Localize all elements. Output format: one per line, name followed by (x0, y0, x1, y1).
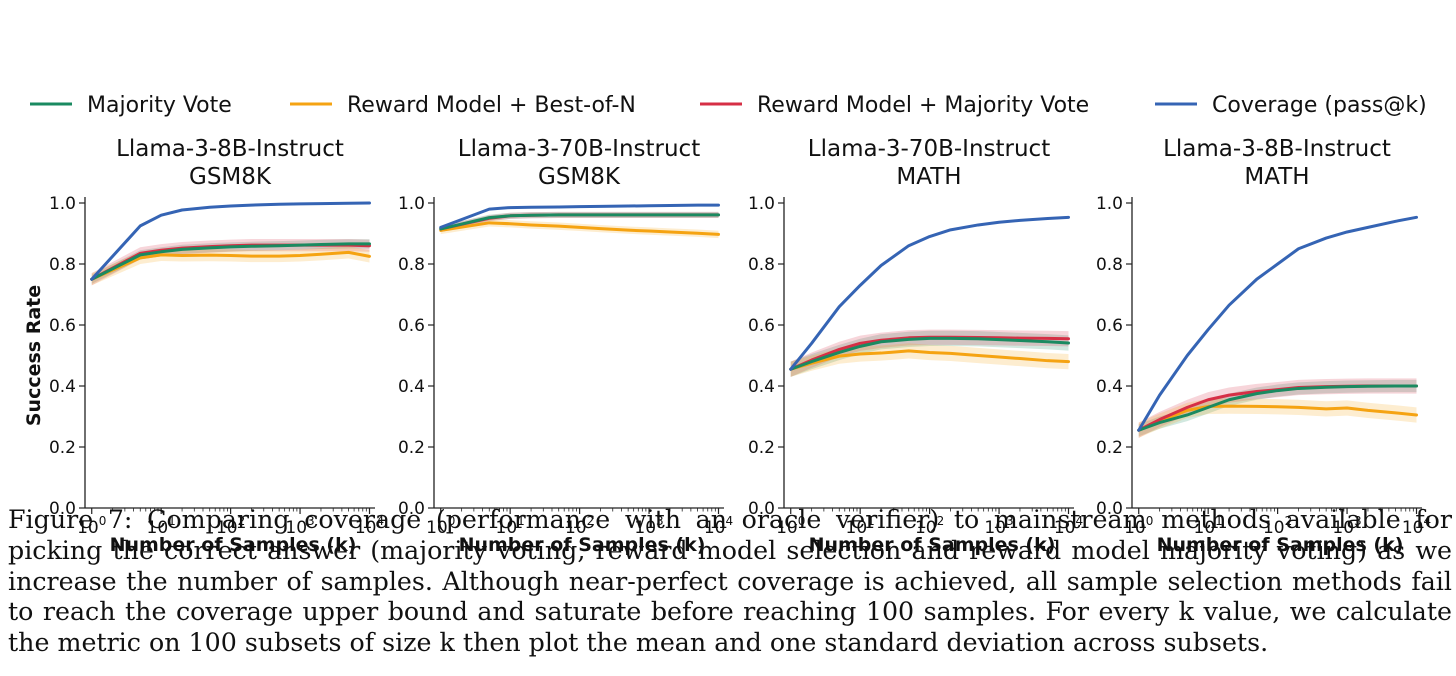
x-tick-label: 103 (285, 514, 314, 538)
legend-item-majority-vote: Majority Vote (30, 93, 232, 118)
x-tick-label: 100 (426, 514, 455, 538)
y-tick-label: 0.4 (398, 377, 425, 397)
x-tick-label: 100 (1124, 514, 1153, 538)
legend-label: Reward Model + Majority Vote (757, 93, 1089, 118)
series-line-reward-model-best-of-n (1137, 404, 1419, 432)
chart-title: Llama-3-8B-Instruct (1163, 136, 1391, 162)
chart-title: GSM8K (538, 164, 621, 190)
x-tick-label: 103 (984, 514, 1013, 538)
x-axis-label: Number of Samples (k) (809, 534, 1056, 556)
x-tick-label: 101 (1194, 514, 1223, 538)
legend-label: Majority Vote (87, 93, 232, 118)
y-tick-label: 0.6 (49, 316, 76, 336)
chart-title: MATH (896, 164, 961, 190)
legend: Majority Vote Reward Model + Best-of-N Rew… (30, 93, 1427, 118)
y-axis-label: Success Rate (23, 285, 45, 426)
series-line-coverage-pass-k (439, 203, 721, 229)
y-tick-label: 1.0 (1096, 194, 1123, 214)
legend-label: Reward Model + Best-of-N (347, 93, 636, 118)
y-tick-label: 0.8 (49, 255, 76, 275)
x-tick-label: 103 (634, 514, 663, 538)
legend-item-reward-model-majority-vote: Reward Model + Majority Vote (700, 93, 1089, 118)
x-tick-label: 104 (1402, 514, 1431, 538)
y-tick-label: 0.8 (1096, 255, 1123, 275)
y-tick-label: 0.0 (748, 499, 775, 519)
series-line-coverage-pass-k (789, 215, 1071, 371)
chart-title: Llama-3-70B-Instruct (458, 136, 700, 162)
x-axis-label: Number of Samples (k) (1157, 534, 1404, 556)
x-tick-label: 101 (846, 514, 875, 538)
x-tick-label: 102 (915, 514, 944, 538)
series-line-coverage-pass-k (90, 201, 372, 281)
x-axis-label: Number of Samples (k) (110, 534, 357, 556)
x-tick-label: 102 (216, 514, 245, 538)
x-tick-label: 102 (1263, 514, 1292, 538)
chart-title: Llama-3-70B-Instruct (808, 136, 1050, 162)
series-line-majority-vote (90, 242, 372, 281)
series-line-reward-model-best-of-n (439, 221, 721, 236)
x-tick-label: 101 (496, 514, 525, 538)
y-tick-label: 0.8 (748, 255, 775, 275)
band-reward-model-best-of-n (790, 343, 1069, 377)
x-tick-label: 104 (704, 514, 733, 538)
y-tick-label: 0.2 (748, 438, 775, 458)
y-tick-label: 0.6 (398, 316, 425, 336)
chart-title: MATH (1244, 164, 1309, 190)
series-line-majority-vote (439, 213, 721, 231)
chart-panels: Llama-3-8B-InstructGSM8K0.00.20.40.60.81… (23, 136, 1431, 556)
y-tick-label: 1.0 (49, 194, 76, 214)
chart-title: Llama-3-8B-Instruct (116, 136, 344, 162)
legend-item-coverage-pass-k: Coverage (pass@k) (1155, 93, 1427, 118)
x-axis-label: Number of Samples (k) (459, 534, 706, 556)
y-tick-label: 1.0 (398, 194, 425, 214)
series-line-majority-vote (1137, 384, 1419, 432)
series-line-coverage-pass-k (1137, 215, 1419, 432)
y-tick-label: 1.0 (748, 194, 775, 214)
series-line-reward-model-best-of-n (789, 349, 1071, 371)
y-tick-label: 0.6 (748, 316, 775, 336)
x-tick-label: 100 (776, 514, 805, 538)
y-tick-label: 0.0 (398, 499, 425, 519)
y-tick-label: 0.2 (49, 438, 76, 458)
y-tick-label: 0.2 (398, 438, 425, 458)
series-line-majority-vote (789, 336, 1071, 371)
chart-title: GSM8K (189, 164, 272, 190)
y-tick-label: 0.2 (1096, 438, 1123, 458)
y-tick-label: 0.6 (1096, 316, 1123, 336)
y-tick-label: 0.4 (1096, 377, 1123, 397)
legend-item-reward-model-best-of-n: Reward Model + Best-of-N (290, 93, 636, 118)
y-tick-label: 0.0 (1096, 499, 1123, 519)
x-tick-label: 100 (77, 514, 106, 538)
band-reward-model-majority-vote (790, 329, 1069, 377)
y-tick-label: 0.8 (398, 255, 425, 275)
y-tick-label: 0.4 (49, 377, 76, 397)
legend-label: Coverage (pass@k) (1212, 93, 1427, 118)
x-tick-label: 101 (147, 514, 176, 538)
y-tick-label: 0.4 (748, 377, 775, 397)
x-tick-label: 102 (565, 514, 594, 538)
x-tick-label: 104 (355, 514, 384, 538)
x-tick-label: 104 (1054, 514, 1083, 538)
x-tick-label: 103 (1332, 514, 1361, 538)
y-tick-label: 0.0 (49, 499, 76, 519)
figure-caption: Figure 7: Comparing coverage (performanc… (8, 505, 1452, 658)
series-line-reward-model-best-of-n (90, 250, 372, 281)
band-reward-model-majority-vote (1138, 378, 1417, 438)
